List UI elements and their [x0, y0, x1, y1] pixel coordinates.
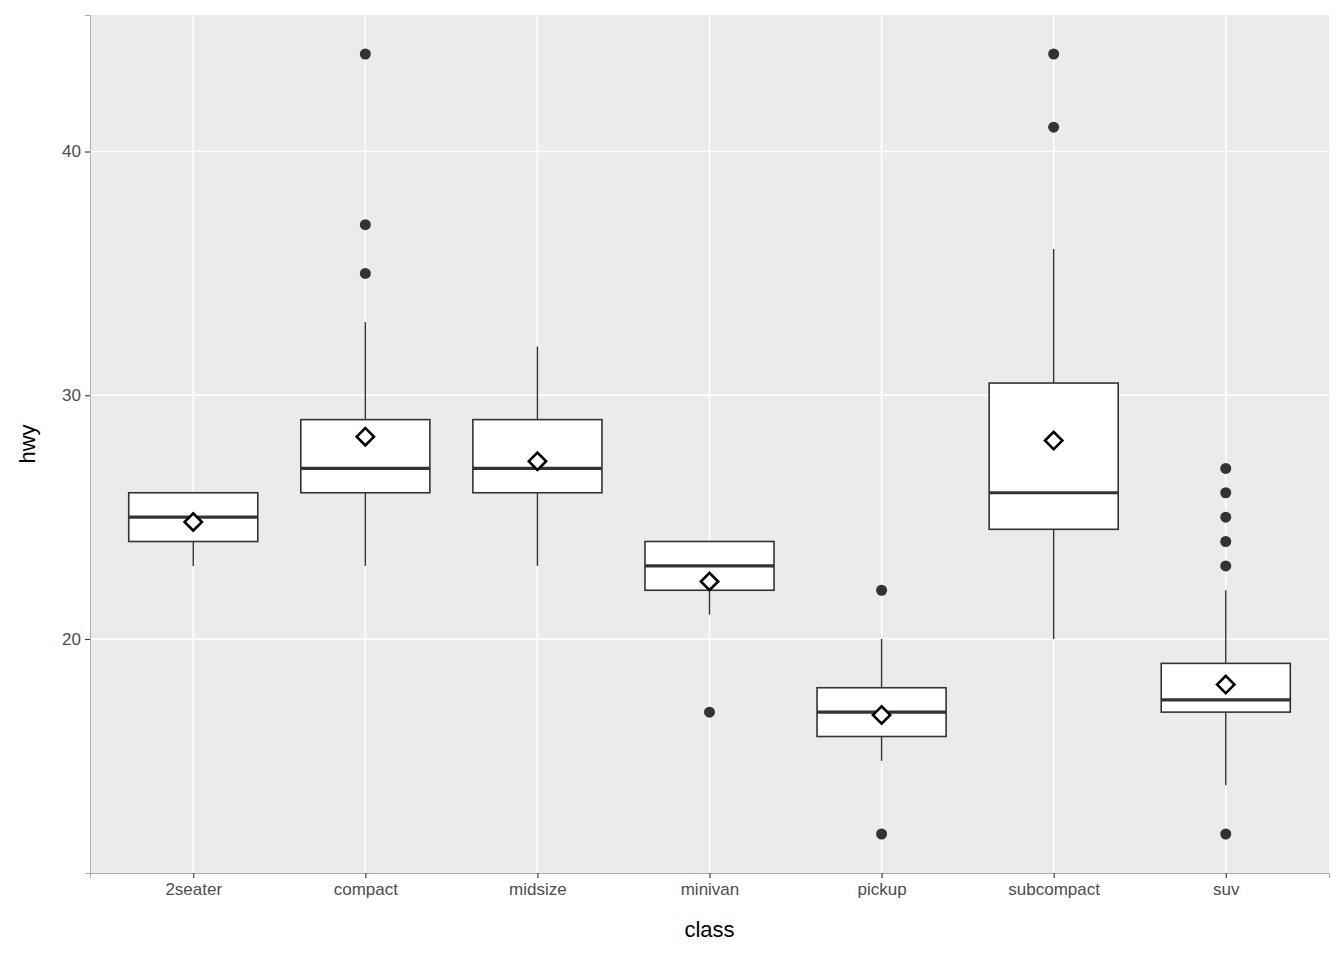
x-axis-line	[91, 874, 1330, 879]
x-axis-title: class	[684, 917, 734, 942]
x-grid-line	[1225, 15, 1227, 873]
x-grid-line	[881, 15, 883, 873]
mean-marker	[701, 573, 718, 590]
x-grid-line	[709, 15, 711, 873]
upper-whisker	[537, 347, 538, 420]
box	[301, 420, 430, 493]
grid	[90, 15, 1329, 873]
x-tick-mark	[1054, 873, 1055, 878]
x-tick: suv	[1213, 873, 1240, 899]
box-group	[645, 542, 774, 718]
lower-whisker	[1225, 712, 1226, 785]
upper-whisker	[1053, 249, 1054, 383]
outlier	[704, 707, 715, 718]
outlier	[360, 49, 371, 60]
x-tick-mark	[365, 873, 366, 878]
x-tick-label: pickup	[858, 880, 907, 899]
y-tick-label: 20	[62, 630, 81, 649]
y-tick: 20	[62, 630, 90, 649]
median-line	[301, 467, 430, 470]
outlier	[1220, 536, 1231, 547]
box-group	[473, 347, 602, 566]
x-tick: pickup	[858, 873, 907, 899]
box-group	[989, 49, 1118, 640]
y-tick-label: 40	[62, 142, 81, 161]
x-tick-label: subcompact	[1008, 880, 1100, 899]
mean-marker	[1217, 676, 1234, 693]
x-tick-mark	[882, 873, 883, 878]
lower-whisker	[193, 542, 194, 566]
x-grid-line	[192, 15, 194, 873]
box	[473, 420, 602, 493]
median-line	[645, 564, 774, 567]
upper-whisker	[881, 639, 882, 688]
outlier	[876, 585, 887, 596]
lower-whisker	[365, 493, 366, 566]
outlier	[1048, 49, 1059, 60]
x-tick-label: suv	[1213, 880, 1240, 899]
x-tick-mark	[193, 873, 194, 878]
x-tick-label: compact	[334, 880, 399, 899]
lower-whisker	[1053, 529, 1054, 639]
outlier	[1048, 122, 1059, 133]
y-tick-mark	[85, 395, 90, 396]
box	[1161, 663, 1290, 712]
box-group	[129, 493, 258, 566]
mean-marker	[873, 706, 890, 723]
lower-whisker	[537, 493, 538, 566]
outlier	[1220, 463, 1231, 474]
y-axis: 20 30 40	[62, 16, 90, 874]
y-axis-line	[85, 16, 91, 874]
outlier	[1220, 512, 1231, 523]
chart: 20 30 40 2seater compact midsize minivan pickup…	[0, 0, 1344, 960]
x-tick-label: midsize	[509, 880, 567, 899]
box-group	[817, 585, 946, 840]
box-group	[1161, 463, 1290, 840]
y-tick-mark	[85, 151, 90, 152]
y-tick-label: 30	[62, 386, 81, 405]
outlier	[1220, 560, 1231, 571]
plot-background	[90, 15, 1329, 873]
lower-whisker	[709, 590, 710, 614]
box	[645, 542, 774, 591]
mean-marker	[185, 513, 202, 530]
x-tick: compact	[334, 873, 399, 899]
outlier	[360, 268, 371, 279]
mean-marker	[529, 453, 546, 470]
y-tick: 30	[62, 386, 90, 405]
median-line	[1161, 698, 1290, 701]
y-tick-mark	[85, 639, 90, 640]
lower-whisker	[881, 737, 882, 761]
y-axis-title: hwy	[15, 424, 40, 463]
outlier	[876, 829, 887, 840]
y-tick: 40	[62, 142, 90, 161]
x-tick: minivan	[681, 873, 740, 899]
box-group	[301, 49, 430, 566]
outlier	[1220, 487, 1231, 498]
x-tick: midsize	[509, 873, 567, 899]
x-tick: subcompact	[1008, 873, 1100, 899]
box	[817, 688, 946, 737]
outlier	[1220, 829, 1231, 840]
mean-marker	[357, 428, 374, 445]
x-tick-label: 2seater	[165, 880, 222, 899]
x-tick-mark	[709, 873, 710, 878]
upper-whisker	[365, 322, 366, 420]
x-tick-label: minivan	[681, 880, 740, 899]
x-tick-mark	[1226, 873, 1227, 878]
box	[129, 493, 258, 542]
box	[989, 383, 1118, 529]
upper-whisker	[1225, 590, 1226, 663]
outlier	[360, 219, 371, 230]
x-tick-mark	[537, 873, 538, 878]
x-axis: 2seater compact midsize minivan pickup subcom…	[91, 873, 1330, 899]
x-tick: 2seater	[165, 873, 222, 899]
plot-marks	[129, 49, 1291, 840]
mean-marker	[1045, 432, 1062, 449]
median-line	[989, 491, 1118, 494]
